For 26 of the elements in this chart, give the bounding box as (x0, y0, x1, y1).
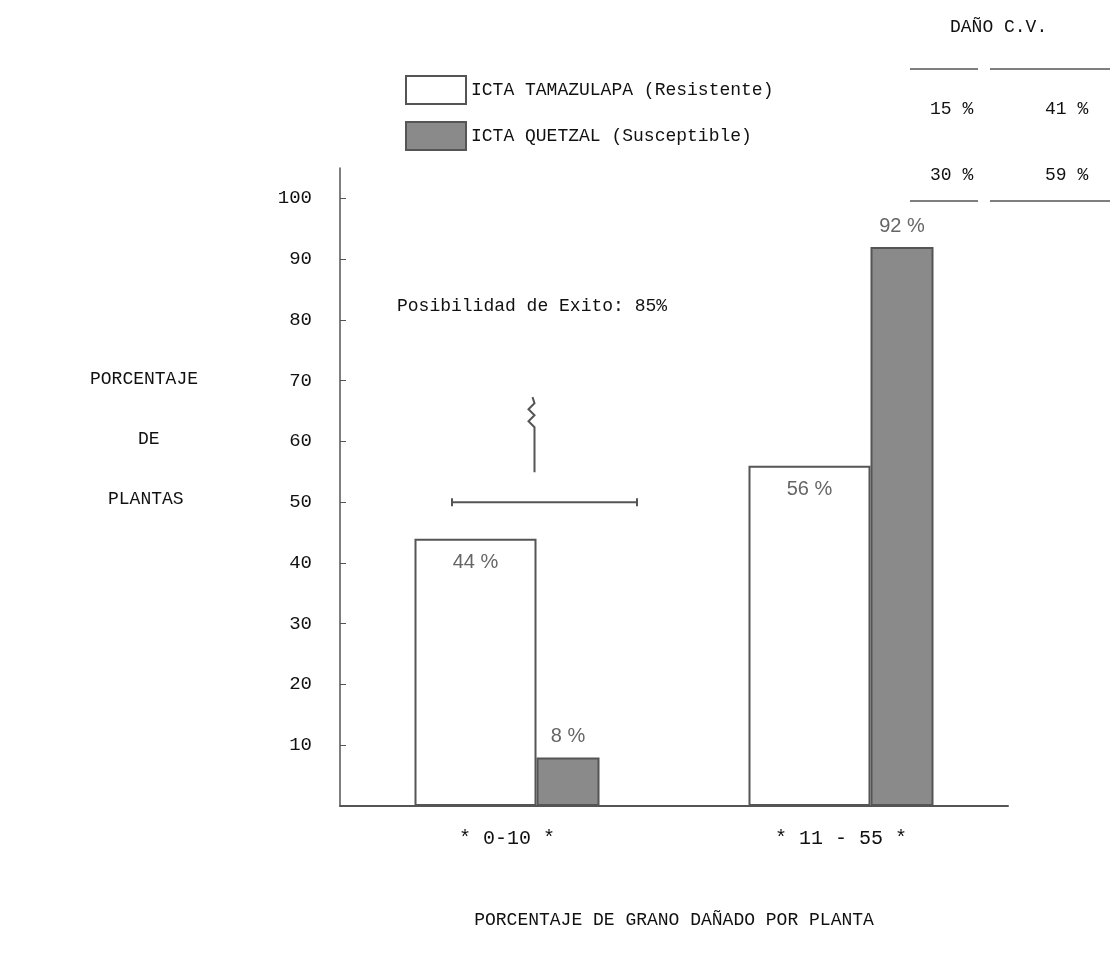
legend-label: ICTA TAMAZULAPA (Resistente) (471, 80, 774, 100)
y-tick-label: 50 (289, 491, 312, 514)
text: DAÑO C.V. (950, 17, 1048, 37)
y-tick-label: 20 (289, 673, 312, 696)
y-tick-label: 60 (289, 430, 312, 453)
y-tick-label: 30 (289, 612, 312, 635)
annotation: 30 % (930, 165, 974, 185)
data-label: 8 % (550, 724, 586, 747)
y-tick-label: 80 (289, 308, 312, 331)
y-tick-label: 70 (289, 369, 312, 392)
text: 41 % (1045, 99, 1089, 119)
text: PORCENTAJE DE PLANTAS (90, 369, 199, 509)
data-label: 92 % (879, 213, 926, 236)
y-tick-label: 40 (289, 551, 312, 574)
y-tick-label: 90 (289, 248, 312, 271)
data-label: 56 % (786, 476, 833, 499)
y-tick-label: 10 (289, 734, 312, 757)
annotation: Posibilidad de Exito: 85% (397, 296, 668, 317)
x-tick-label: * 11 - 55 * (774, 826, 908, 850)
text: 15 % (930, 99, 974, 119)
x-tick-label: * 0-10 * (458, 826, 556, 850)
text: 59 % (1045, 165, 1089, 185)
legend-label: ICTA QUETZAL (Susceptible) (471, 126, 752, 146)
x-axis-title: PORCENTAJE DE GRANO DAÑADO POR PLANTA (474, 910, 875, 930)
y-tick-label: 100 (277, 187, 312, 210)
data-label: 44 % (452, 549, 499, 572)
